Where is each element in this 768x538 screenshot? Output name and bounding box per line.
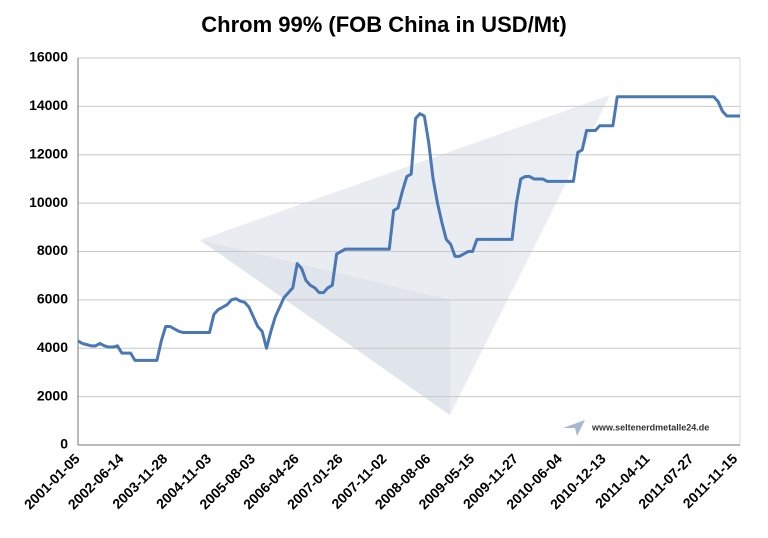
y-tick-label: 16000: [29, 49, 68, 65]
y-tick-label: 4000: [37, 339, 68, 355]
watermark-logo: [200, 95, 610, 415]
y-tick-label: 8000: [37, 242, 68, 258]
y-tick-label: 10000: [29, 194, 68, 210]
watermark-icon: [563, 420, 585, 436]
chart-title: Chrom 99% (FOB China in USD/Mt): [201, 12, 566, 37]
y-tick-label: 0: [60, 436, 68, 452]
y-tick-label: 12000: [29, 145, 68, 161]
data-line: [77, 95, 740, 362]
y-tick-label: 6000: [37, 291, 68, 307]
y-tick-label: 14000: [29, 97, 68, 113]
y-tick-label: 2000: [37, 387, 68, 403]
watermark-text: www.seltenerdmetalle24.de: [591, 422, 709, 432]
